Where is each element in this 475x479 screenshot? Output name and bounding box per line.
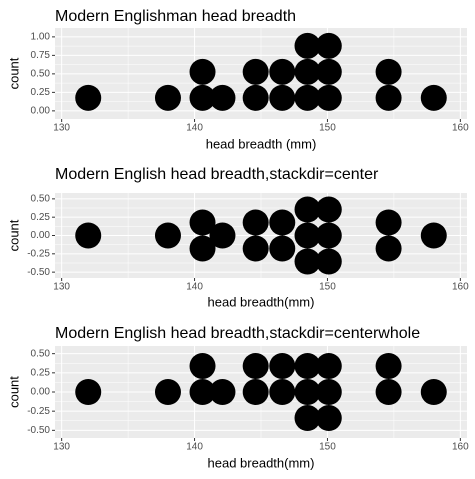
dot (294, 32, 321, 59)
dot (189, 209, 216, 236)
dot (420, 222, 447, 249)
y-tick-label: -0.25 (27, 248, 50, 259)
dot (375, 84, 402, 111)
dot (315, 248, 342, 275)
dot (420, 379, 447, 405)
y-axis-title: count (6, 219, 21, 251)
dot (375, 209, 402, 236)
dot (294, 379, 321, 405)
dot (315, 58, 342, 85)
x-tick-label: 150 (319, 123, 336, 134)
x-tick-label: 150 (319, 282, 336, 293)
y-tick-label: -0.50 (27, 425, 50, 436)
dot (315, 379, 342, 405)
dot (269, 84, 296, 111)
y-tick-label: 0.00 (31, 106, 51, 117)
dot (242, 84, 269, 111)
dot (269, 58, 296, 85)
dot (154, 379, 181, 405)
dot (209, 222, 236, 249)
y-tick-label: 0.25 (31, 87, 51, 98)
y-tick-label: 0.50 (31, 69, 51, 80)
y-tick-label: 0.25 (31, 367, 51, 378)
dot (315, 405, 342, 431)
x-tick-label: 160 (452, 282, 469, 293)
dot (294, 196, 321, 223)
dot (154, 84, 181, 111)
dot (189, 84, 216, 111)
dot (242, 58, 269, 85)
dot (294, 222, 321, 249)
dot (315, 84, 342, 111)
dot (375, 353, 402, 379)
y-axis-title: count (6, 376, 21, 408)
chart-title: Modern English head breadth,stackdir=cen… (55, 166, 379, 183)
x-tick-label: 140 (186, 442, 203, 453)
dot (189, 379, 216, 405)
dot (189, 353, 216, 379)
dot (315, 222, 342, 249)
dot (75, 84, 102, 111)
dot (420, 84, 447, 111)
dot (242, 379, 269, 405)
x-tick-label: 130 (53, 442, 70, 453)
dot (294, 353, 321, 379)
dot (315, 32, 342, 59)
x-tick-label: 130 (53, 123, 70, 134)
x-tick-label: 140 (186, 282, 203, 293)
y-tick-label: 0.50 (31, 348, 51, 359)
y-tick-label: 0.00 (31, 387, 51, 398)
y-tick-label: -0.25 (27, 406, 50, 417)
x-tick-label: 150 (319, 442, 336, 453)
dot (75, 379, 102, 405)
dot (269, 235, 296, 262)
dot (294, 248, 321, 275)
dot (375, 379, 402, 405)
dot (294, 84, 321, 111)
dot (315, 353, 342, 379)
x-axis-title: head breadth (mm) (206, 136, 317, 151)
dot (269, 379, 296, 405)
y-axis-title: count (6, 57, 21, 89)
y-tick-label: 1.00 (31, 32, 51, 43)
x-tick-label: 140 (186, 123, 203, 134)
x-tick-label: 160 (452, 123, 469, 134)
x-axis-title: head breadth(mm) (208, 294, 315, 309)
dot (75, 222, 102, 249)
x-tick-label: 130 (53, 282, 70, 293)
dot (154, 222, 181, 249)
dot (209, 84, 236, 111)
dot (375, 58, 402, 85)
y-tick-label: 0.50 (31, 194, 51, 205)
dot (209, 379, 236, 405)
dot (269, 353, 296, 379)
x-axis-title: head breadth(mm) (208, 455, 315, 470)
y-tick-label: 0.00 (31, 230, 51, 241)
y-tick-label: -0.50 (27, 267, 50, 278)
dot (242, 235, 269, 262)
chart-title: Modern Englishman head breadth (55, 8, 296, 25)
y-tick-label: 0.25 (31, 212, 51, 223)
chart-title: Modern English head breadth,stackdir=cen… (55, 325, 420, 342)
y-tick-label: 0.75 (31, 50, 51, 61)
dot (242, 209, 269, 236)
dot (189, 235, 216, 262)
dot (189, 58, 216, 85)
dot (294, 58, 321, 85)
x-tick-label: 160 (452, 442, 469, 453)
dot (375, 235, 402, 262)
dot (315, 196, 342, 223)
dot (294, 405, 321, 431)
dot (242, 353, 269, 379)
dot (269, 209, 296, 236)
